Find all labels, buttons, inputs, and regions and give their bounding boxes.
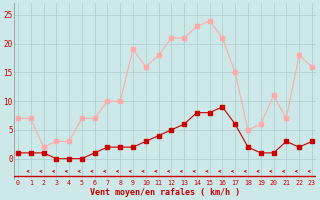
X-axis label: Vent moyen/en rafales ( km/h ): Vent moyen/en rafales ( km/h ) xyxy=(90,188,240,197)
